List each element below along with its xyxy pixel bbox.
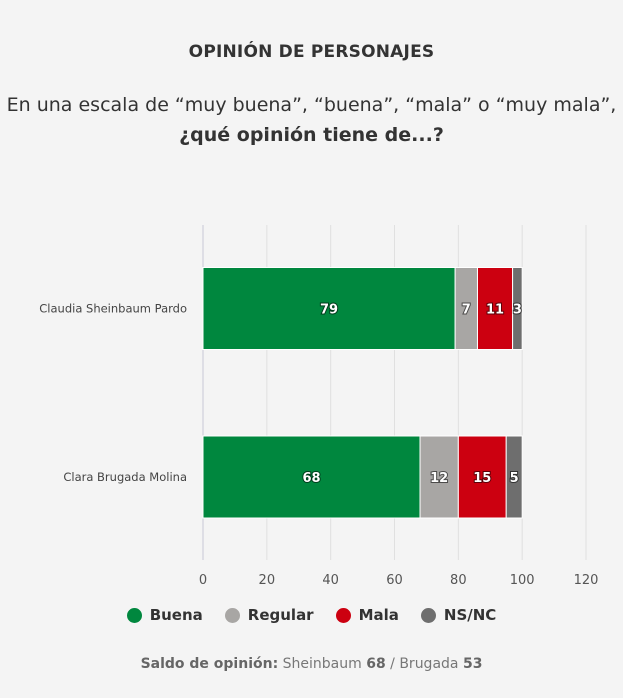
chart-legend: Buena Regular Mala NS/NC [0, 606, 623, 624]
balance-name-2: Brugada [399, 656, 459, 672]
question-line-1: En una escala de “muy buena”, “buena”, “… [6, 94, 617, 116]
category-label: Claudia Sheinbaum Pardo [39, 302, 187, 316]
data-label: 12 [430, 471, 448, 486]
x-tick-label: 60 [386, 573, 403, 588]
opinion-balance-label: Saldo de opinión: [140, 656, 279, 672]
data-label: 3 [513, 303, 522, 318]
legend-label: NS/NC [443, 606, 497, 624]
opinion-balance: Saldo de opinión: Sheinbaum 68 / Brugada… [0, 656, 623, 672]
category-label: Clara Brugada Molina [63, 470, 187, 484]
balance-value-1: 68 [366, 656, 386, 672]
x-tick-label: 20 [259, 573, 276, 588]
data-label: 79 [320, 303, 338, 318]
legend-label: Buena [149, 606, 203, 624]
balance-separator: / [390, 656, 395, 672]
legend-label: Mala [358, 606, 399, 624]
question-line-2: ¿qué opinión tiene de...? [179, 124, 444, 146]
question-text: En una escala de “muy buena”, “buena”, “… [0, 90, 623, 150]
x-tick-label: 100 [510, 573, 535, 588]
bar-segment [457, 435, 507, 519]
legend-item[interactable]: NS/NC [420, 606, 497, 624]
legend-item[interactable]: Buena [126, 606, 203, 624]
data-label: 7 [462, 303, 471, 318]
legend-label: Regular [247, 606, 314, 624]
data-label: 11 [486, 303, 504, 318]
bar-segment [419, 435, 459, 519]
data-label: 5 [510, 471, 519, 486]
legend-dot-icon [420, 607, 436, 623]
x-tick-label: 0 [199, 573, 207, 588]
balance-name-1: Sheinbaum [282, 656, 362, 672]
legend-dot-icon [335, 607, 351, 623]
chart-title: OPINIÓN DE PERSONAJES [188, 42, 435, 62]
x-tick-label: 40 [322, 573, 339, 588]
legend-item[interactable]: Regular [224, 606, 314, 624]
data-label: 68 [302, 471, 320, 486]
data-label: 15 [473, 471, 491, 486]
bar-segment [505, 435, 523, 519]
legend-dot-icon [224, 607, 240, 623]
legend-dot-icon [126, 607, 142, 623]
bar-segment [202, 267, 456, 350]
x-tick-label: 80 [450, 573, 467, 588]
legend-item[interactable]: Mala [335, 606, 399, 624]
bar-segment [512, 267, 523, 350]
x-tick-label: 120 [574, 573, 599, 588]
balance-value-2: 53 [462, 656, 483, 672]
